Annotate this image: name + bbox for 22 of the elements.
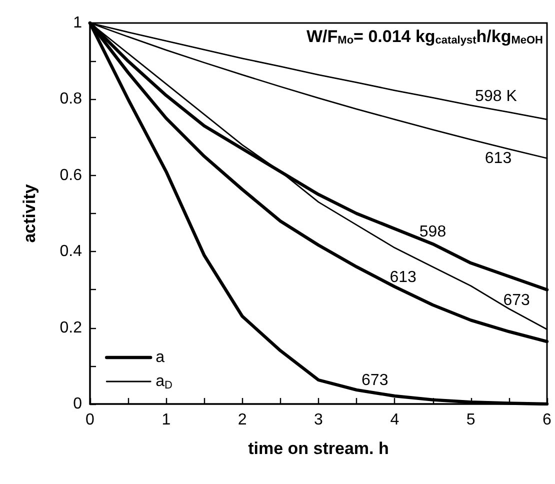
x-tick-label: 1	[162, 412, 171, 428]
x-axis-title: time on stream. h	[248, 439, 389, 458]
x-tick-label: 0	[86, 412, 95, 428]
legend-label: a	[156, 349, 165, 366]
annotation: 613	[484, 150, 512, 167]
x-tick-label: 5	[466, 412, 476, 428]
x-tick-label: 3	[314, 412, 324, 428]
x-tick-label: 6	[542, 412, 552, 428]
x-tick-label: 4	[390, 412, 400, 428]
y-axis-title: activity	[20, 184, 39, 243]
annotation: 598	[419, 223, 446, 240]
y-tick-label: 0.2	[60, 319, 82, 336]
y-tick-label: 0	[73, 396, 82, 412]
annotation: 673	[362, 372, 388, 390]
y-tick-label: 1	[73, 14, 82, 32]
y-tick-label: 0.6	[60, 166, 82, 184]
annotation: 613	[390, 269, 416, 286]
y-tick-label: 0.4	[60, 243, 82, 260]
x-tick-label: 2	[238, 412, 247, 428]
annotation: 673	[503, 292, 530, 310]
y-tick-label: 0.8	[60, 90, 82, 108]
annotation: 598 K	[475, 88, 518, 105]
